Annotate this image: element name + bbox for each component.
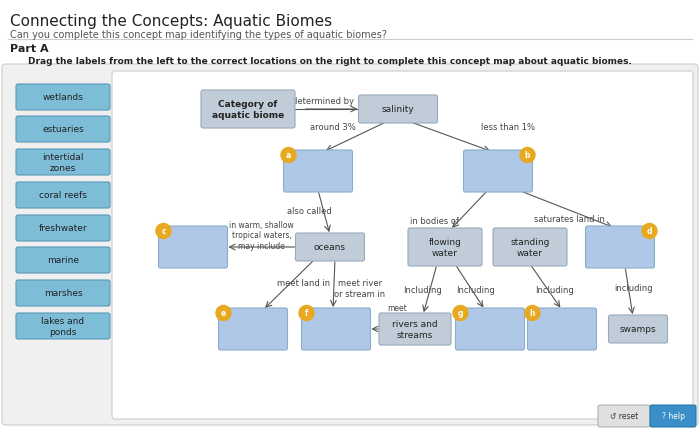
FancyBboxPatch shape: [585, 227, 654, 268]
Text: ↺ reset: ↺ reset: [610, 411, 638, 421]
Text: Drag the labels from the left to the correct locations on the right to complete : Drag the labels from the left to the cor…: [28, 57, 632, 66]
Text: a: a: [286, 151, 291, 160]
Text: in bodies of: in bodies of: [410, 217, 459, 226]
Text: salinity: salinity: [382, 105, 414, 114]
Text: c: c: [161, 227, 166, 236]
FancyBboxPatch shape: [16, 150, 110, 176]
Text: meet
ocean
in: meet ocean in: [386, 303, 409, 333]
Circle shape: [281, 148, 296, 163]
Text: Can you complete this concept map identifying the types of aquatic biomes?: Can you complete this concept map identi…: [10, 30, 387, 40]
Circle shape: [642, 224, 657, 239]
Circle shape: [453, 306, 468, 321]
Circle shape: [520, 148, 535, 163]
FancyBboxPatch shape: [201, 91, 295, 129]
Text: freshwater: freshwater: [38, 224, 88, 233]
Circle shape: [299, 306, 314, 321]
FancyBboxPatch shape: [218, 308, 288, 350]
FancyBboxPatch shape: [528, 308, 596, 350]
FancyBboxPatch shape: [16, 117, 110, 143]
FancyBboxPatch shape: [379, 313, 451, 345]
Text: marshes: marshes: [43, 289, 83, 298]
FancyBboxPatch shape: [158, 227, 228, 268]
FancyBboxPatch shape: [650, 405, 696, 427]
FancyBboxPatch shape: [408, 228, 482, 266]
Text: Category of
aquatic biome: Category of aquatic biome: [212, 100, 284, 119]
Text: d: d: [647, 227, 652, 236]
Text: marine: marine: [47, 256, 79, 265]
Text: including: including: [615, 284, 653, 293]
FancyBboxPatch shape: [463, 151, 533, 193]
Text: h: h: [530, 309, 536, 318]
FancyBboxPatch shape: [16, 313, 110, 339]
Text: flowing
water: flowing water: [428, 238, 461, 257]
FancyBboxPatch shape: [456, 308, 524, 350]
Text: f: f: [304, 309, 308, 318]
Text: e: e: [221, 309, 226, 318]
Text: Part A: Part A: [10, 44, 48, 54]
Circle shape: [156, 224, 171, 239]
Circle shape: [525, 306, 540, 321]
FancyBboxPatch shape: [295, 233, 365, 261]
Text: g: g: [458, 309, 463, 318]
FancyBboxPatch shape: [608, 315, 668, 343]
FancyBboxPatch shape: [16, 183, 110, 208]
Text: intertidal
zones: intertidal zones: [42, 153, 84, 172]
Text: in warm, shallow
tropical waters,
may include: in warm, shallow tropical waters, may in…: [229, 220, 294, 250]
Text: around 3%: around 3%: [310, 123, 356, 132]
Text: Including: Including: [535, 286, 573, 295]
FancyBboxPatch shape: [358, 96, 438, 124]
FancyBboxPatch shape: [2, 65, 698, 425]
FancyBboxPatch shape: [493, 228, 567, 266]
Text: saturates land in: saturates land in: [533, 215, 604, 224]
FancyBboxPatch shape: [284, 151, 353, 193]
FancyBboxPatch shape: [302, 308, 370, 350]
Circle shape: [216, 306, 231, 321]
Text: rivers and
streams: rivers and streams: [392, 319, 438, 339]
Text: ? help: ? help: [662, 411, 685, 421]
FancyBboxPatch shape: [112, 72, 693, 419]
Text: lakes and
ponds: lakes and ponds: [41, 316, 85, 336]
Text: also called: also called: [286, 207, 331, 216]
Text: Including: Including: [456, 286, 495, 295]
Text: meet land in: meet land in: [277, 279, 330, 288]
Text: Connecting the Concepts: Aquatic Biomes: Connecting the Concepts: Aquatic Biomes: [10, 14, 332, 29]
Text: coral reefs: coral reefs: [39, 191, 87, 200]
Text: swamps: swamps: [620, 325, 657, 334]
Text: determined by: determined by: [292, 97, 354, 106]
FancyBboxPatch shape: [16, 247, 110, 273]
FancyBboxPatch shape: [16, 216, 110, 241]
Text: less than 1%: less than 1%: [481, 123, 535, 132]
Text: estuaries: estuaries: [42, 125, 84, 134]
Text: wetlands: wetlands: [43, 93, 83, 102]
Text: meet river
or stream in: meet river or stream in: [335, 279, 386, 298]
FancyBboxPatch shape: [16, 85, 110, 111]
FancyBboxPatch shape: [16, 280, 110, 306]
Text: b: b: [525, 151, 531, 160]
Text: oceans: oceans: [314, 243, 346, 252]
Text: standing
water: standing water: [510, 238, 550, 257]
FancyBboxPatch shape: [598, 405, 650, 427]
Text: Including: Including: [402, 286, 442, 295]
